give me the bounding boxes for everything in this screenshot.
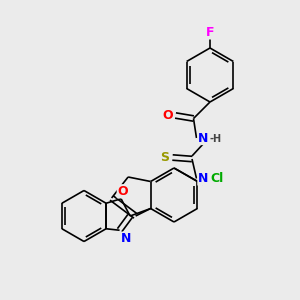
Text: N: N bbox=[198, 172, 208, 185]
Text: Cl: Cl bbox=[210, 172, 224, 185]
Text: N: N bbox=[120, 232, 131, 245]
Text: F: F bbox=[206, 26, 214, 39]
Text: N: N bbox=[198, 131, 208, 145]
Text: -H: -H bbox=[210, 174, 222, 184]
Text: S: S bbox=[160, 151, 169, 164]
Text: O: O bbox=[117, 185, 128, 198]
Text: O: O bbox=[163, 109, 173, 122]
Text: -H: -H bbox=[210, 134, 222, 144]
